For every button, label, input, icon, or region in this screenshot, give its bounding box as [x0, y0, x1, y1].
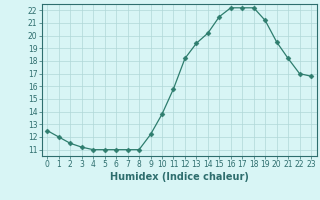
X-axis label: Humidex (Indice chaleur): Humidex (Indice chaleur) [110, 172, 249, 182]
